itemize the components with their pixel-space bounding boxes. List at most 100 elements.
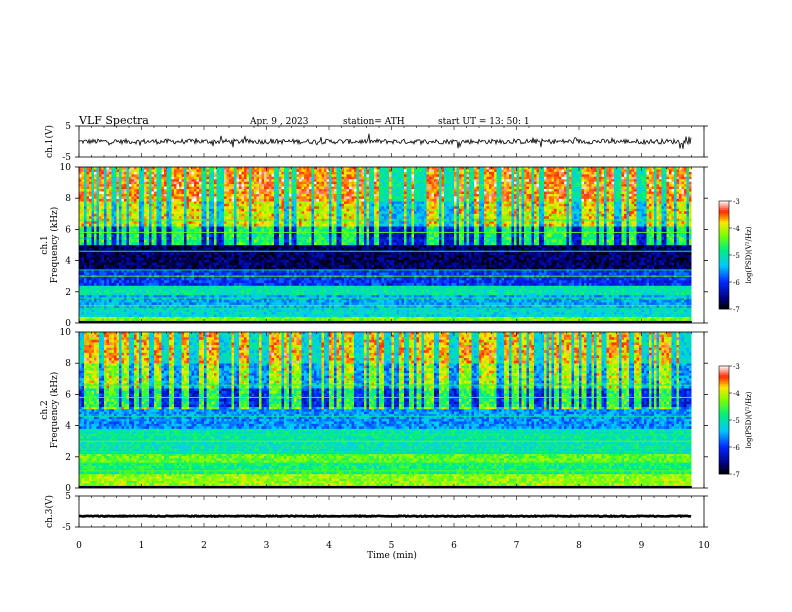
ch1-spectrogram-cell <box>302 319 305 321</box>
ch1-spectrogram-cell <box>399 300 402 303</box>
ch1-spectrogram-cell <box>599 286 602 289</box>
ch1-spectrogram-cell <box>247 307 250 310</box>
ch1-spectrogram-cell <box>589 319 592 321</box>
ch1-spectrogram-cell <box>207 319 210 321</box>
ch1-spectrogram-cell <box>244 290 247 293</box>
ch1-spectrogram-cell <box>159 290 162 293</box>
ch1-spectrogram-cell <box>682 319 685 321</box>
ch1-spectrogram-cell <box>529 290 532 293</box>
ch1-spectrogram-cell <box>617 319 620 321</box>
ch1-spectrogram-cell <box>189 314 192 317</box>
ch1-spectrogram-cell <box>87 278 90 281</box>
ch1-spectrogram-cell <box>419 293 422 296</box>
ch1-spectrogram-cell <box>104 286 107 289</box>
ch1-spectrogram-cell <box>537 319 540 321</box>
ch1-spectrogram-cell <box>97 293 100 296</box>
ch1-spectrogram-cell <box>314 286 317 289</box>
ch1-spectrogram-cell <box>439 307 442 310</box>
ch1-spectrogram-cell <box>484 300 487 303</box>
ch1-spectrogram-cell <box>682 300 685 303</box>
ch1-spectrogram-cell <box>442 295 445 298</box>
ch1-spectrogram-cell <box>317 314 320 317</box>
ch1-spectrogram-cell <box>129 312 132 315</box>
ch1-spectrogram-cell <box>544 293 547 296</box>
ch1-spectrogram-cell <box>344 286 347 289</box>
ch1-spectrogram-cell <box>612 273 615 276</box>
ch1-spectrogram-cell <box>642 300 645 303</box>
ch1-spectrogram-cell <box>277 300 280 303</box>
ch1-spectrogram-cell <box>174 319 177 321</box>
ch1-spectrogram-cell <box>479 314 482 317</box>
ch1-spectrogram-cell <box>512 317 515 319</box>
ch1-spectrogram-cell <box>494 312 497 315</box>
ch1-spectrogram-cell <box>232 310 235 313</box>
ch1-spectrogram-cell <box>184 310 187 313</box>
ch1-spectrogram-cell <box>402 300 405 303</box>
ch1-spectrogram-cell <box>579 286 582 289</box>
ch1-spectrogram-cell <box>372 302 375 305</box>
ch1-spectrogram-cell <box>229 273 232 276</box>
ch1-spectrogram-cell <box>234 273 237 276</box>
ch1-spectrogram-cell <box>229 307 232 310</box>
ch1-spectrogram-cell <box>182 302 185 305</box>
ch1-spectrogram-cell <box>587 307 590 310</box>
ch1-spectrogram-cell <box>182 312 185 315</box>
ch1-spectrogram-cell <box>659 302 662 305</box>
ch1-spectrogram-cell <box>404 300 407 303</box>
ch1-spectrogram-cell <box>629 312 632 315</box>
ch1-spectrogram-cell <box>679 314 682 317</box>
ch1-spectrogram-cell <box>534 314 537 317</box>
ch1-spectrogram-cell <box>289 310 292 313</box>
ch1-spectrogram-cell <box>522 300 525 303</box>
ch1-spectrogram-cell <box>222 295 225 298</box>
ch1-spectrogram-cell <box>234 310 237 313</box>
ch1-spectrogram-cell <box>199 278 202 281</box>
ch1-spectrogram-cell <box>299 290 302 293</box>
ch1-spectrogram-cell <box>222 273 225 276</box>
ch1-spectrogram-cell <box>184 319 187 321</box>
ch1-spectrogram-cell <box>434 302 437 305</box>
ch1-spectrogram-cell <box>242 293 245 296</box>
ch1-spectrogram-cell <box>407 319 410 321</box>
ch1-spectrogram-cell <box>362 317 365 319</box>
ch1-spectrogram-cell <box>369 293 372 296</box>
ch1-spectrogram-cell <box>522 307 525 310</box>
ch1-spectrogram-cell <box>587 273 590 276</box>
ch1-spectrogram-cell <box>464 312 467 315</box>
ch1-spectrogram-cell <box>437 312 440 315</box>
ch1-spectrogram-cell <box>207 278 210 281</box>
ch1-spectrogram-cell <box>537 302 540 305</box>
ch1-spectrogram-cell <box>119 302 122 305</box>
ch1-spectrogram-cell <box>542 286 545 289</box>
ch1-spectrogram-cell <box>644 317 647 319</box>
ch1-spectrogram-cell <box>244 286 247 289</box>
ch1-spectrogram-cell <box>337 319 340 321</box>
ch1-spectrogram-cell <box>464 286 467 289</box>
ch1-spectrogram-cell <box>217 300 220 303</box>
ch1-spectrogram-cell <box>522 302 525 305</box>
ch1-spectrogram-cell <box>224 300 227 303</box>
ch1-spectrogram-cell <box>624 312 627 315</box>
ch1-spectrogram-cell <box>269 295 272 298</box>
ch1-spectrogram-cell <box>162 302 165 305</box>
ch1-spectrogram-cell <box>329 302 332 305</box>
ch1-spectrogram-cell <box>679 307 682 310</box>
ch1-spectrogram-cell <box>307 307 310 310</box>
ch1-spectrogram-cell <box>662 290 665 293</box>
ch1-spectrogram-cell <box>527 310 530 313</box>
ch1-spectrogram-cell <box>377 319 380 321</box>
ch1-spectrogram-cell <box>564 295 567 298</box>
ch1-spectrogram-cell <box>94 295 97 298</box>
ch1-spectrogram-cell <box>687 314 690 317</box>
ch1-spectrogram-cell <box>437 273 440 276</box>
ch1-spectrogram-cell <box>462 317 465 319</box>
ch1-spectrogram-cell <box>152 300 155 303</box>
ch1-spectrogram-cell <box>242 302 245 305</box>
ch1-spectrogram-cell <box>667 295 670 298</box>
ch1-spectrogram-cell <box>107 310 110 313</box>
ch1-spectrogram-cell <box>427 290 430 293</box>
ch1-spectrogram-cell <box>279 314 282 317</box>
ch1-spectrogram-cell <box>577 312 580 315</box>
ch1-spectrogram-cell <box>122 307 125 310</box>
ch1-spectrogram-cell <box>654 314 657 317</box>
